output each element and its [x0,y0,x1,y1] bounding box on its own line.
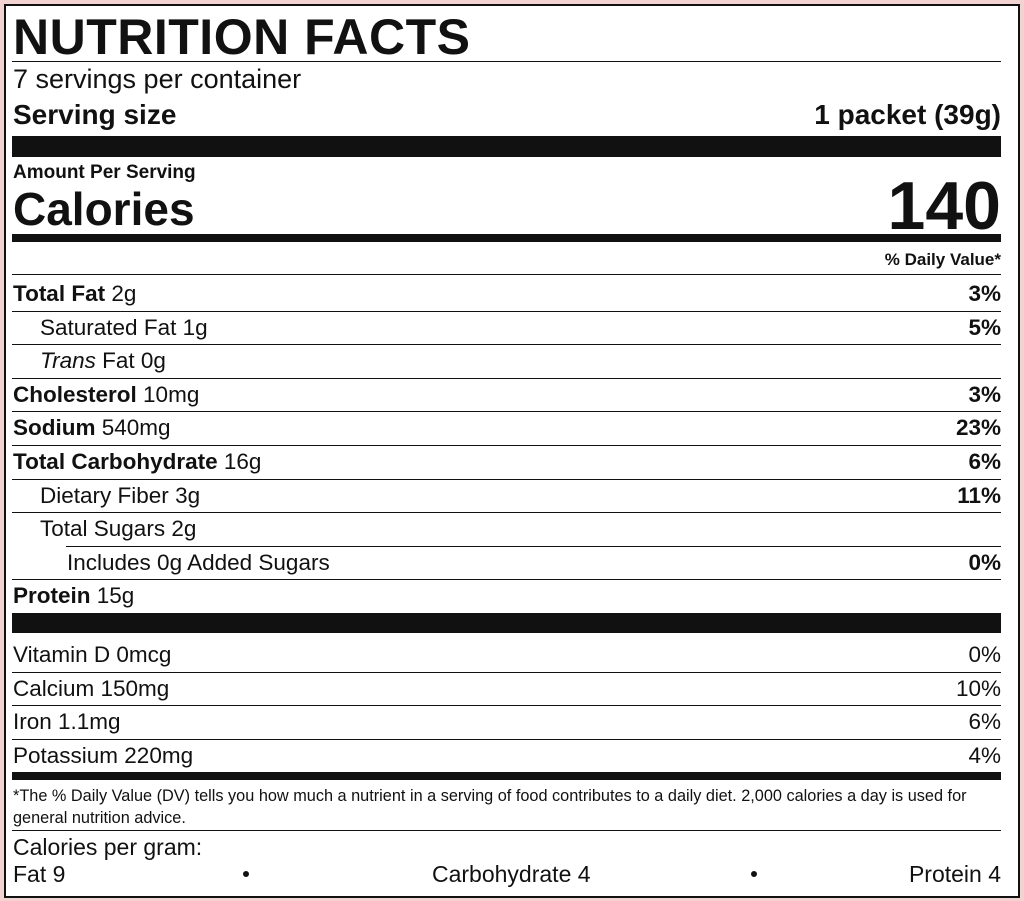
thick-rule [12,772,1001,780]
vitamin-dv: 6% [968,709,1001,735]
nutrient-amount: 3g [175,482,201,508]
thick-rule [12,613,1001,633]
nutrient-name: Saturated Fat [40,314,177,340]
nutrient-line: Protein 15g [13,582,134,610]
nutrient-dv: 6% [968,449,1001,474]
dv-header: % Daily Value* [884,250,1001,269]
nutrient-name: Dietary Fiber [40,482,169,508]
nutrient-name: Total Sugars [40,516,166,542]
nutrient-name: Sodium [13,415,96,441]
nutrient-dv: 3% [968,381,1001,407]
vitamin-name: Potassium 220mg [13,742,194,768]
calories-value: 140 [887,168,1001,244]
nutrient-line: Total Fat 2g [13,280,136,308]
rule [12,512,1001,514]
vitamin-name: Calcium 150mg [13,675,170,701]
protein-calories: Protein 4 [908,861,1001,887]
nutrient-dv: 5% [968,314,1001,340]
vitamin-name: Iron 1.1mg [13,709,121,735]
nutrient-dv: 11% [957,482,1001,508]
rule [12,445,1001,446]
nutrient-name: Protein [13,583,91,609]
servings: 7 servings per container [13,64,302,94]
rule [12,478,1001,480]
rule [12,671,1001,673]
thick-rule [12,234,1001,242]
separator [751,871,757,877]
nutrient-amount: 15g [96,583,135,609]
thick-rule [12,136,1001,157]
rule [12,579,1001,581]
nutrient-name: Cholesterol [13,381,137,407]
nutrient-amount: 2g [171,516,197,542]
rule [12,310,1001,312]
calories-label: Calories [13,183,195,235]
nutrient-line: Saturated Fat 1g [40,314,208,342]
amount-per-serving: Amount Per Serving [13,162,196,183]
nutrient-name: Total Carbohydrate [13,449,218,474]
vitamin-dv: 0% [968,642,1001,667]
nutrient-amount: 1g [182,314,208,340]
rule [12,411,1001,413]
nutrient-dv: 23% [955,415,1001,441]
nutrient-amount: 2g [111,281,137,306]
nutrient-line: Dietary Fiber 3g [40,482,200,510]
vitamin-name: Vitamin D 0mcg [13,642,172,667]
nutrition-label: NUTRITION FACTS 7 servings per container… [4,4,1020,898]
nutrient-name: Total Fat [13,281,106,306]
rule [12,830,1001,831]
serving-size-label: Serving size [13,99,177,130]
title: NUTRITION FACTS [13,9,471,65]
rule [12,274,1001,275]
nutrient-name: Includes 0g Added Sugars [67,549,330,575]
footnote: *The % Daily Value (DV) tells you how mu… [13,787,967,827]
nutrient-amount: Fat 0g [102,348,166,374]
rule [12,344,1001,346]
rule [12,705,1001,707]
nutrient-line: Cholesterol 10mg [13,381,199,409]
rule [66,545,1001,547]
nutrient-dv: 3% [968,281,1001,306]
nutrient-dv: 0% [968,549,1001,575]
nutrient-line: Includes 0g Added Sugars [67,549,330,577]
serving-size: 1 packet (39g) [814,99,1001,130]
nutrient-amount: 10mg [143,381,200,407]
nutrient-line: Total Sugars 2g [40,515,196,543]
separator [243,871,249,877]
nutrient-line: Sodium 540mg [13,414,171,442]
fat-calories: Fat 9 [13,861,66,887]
nutrient-amount: 540mg [101,415,171,441]
nutrient-line: Total Carbohydrate 16g [13,448,261,476]
rule [12,61,1001,62]
nutrient-name: Trans [40,348,96,374]
rule [12,738,1001,740]
nutrient-line: Trans Fat 0g [40,347,166,375]
calories-per-gram: Calories per gram: [13,834,203,860]
carb-calories: Carbohydrate 4 [432,861,591,887]
vitamin-dv: 10% [955,675,1001,701]
rule [12,377,1001,379]
nutrient-amount: 16g [223,449,262,474]
vitamin-dv: 4% [968,742,1001,768]
